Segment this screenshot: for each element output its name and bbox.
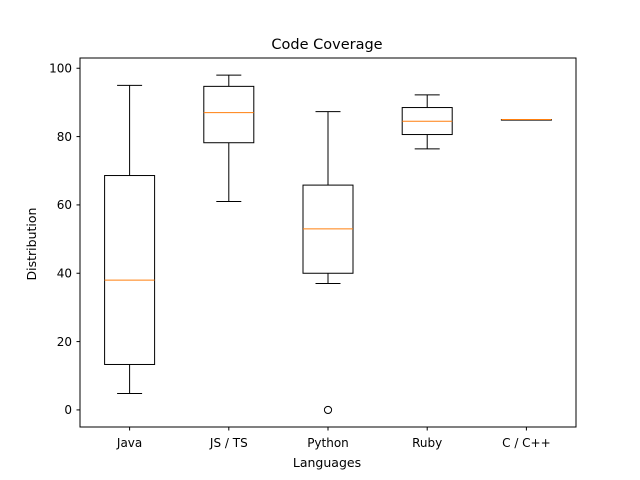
outlier-point <box>323 405 333 415</box>
x-tick-label: Java <box>116 436 142 450</box>
box <box>104 175 156 365</box>
y-tick-label: 40 <box>57 267 72 281</box>
y-axis-label: Distribution <box>24 208 39 281</box>
y-tick-label: 80 <box>57 130 72 144</box>
x-tick-label: Python <box>307 436 349 450</box>
chart-title: Code Coverage <box>271 37 382 53</box>
x-tick-label: JS / TS <box>209 436 248 450</box>
box <box>203 85 255 144</box>
x-tick-label: Ruby <box>412 436 442 450</box>
x-axis-label: Languages <box>293 455 361 470</box>
plot-area: 0 20 40 60 80 100 Java JS / TS Python Ruby C / C++ <box>49 57 577 450</box>
y-tick-label: 60 <box>57 198 72 212</box>
y-tick-label: 20 <box>57 335 72 349</box>
x-tick-label: C / C++ <box>502 436 551 450</box>
y-tick-label: 100 <box>49 62 72 76</box>
y-tick-label: 0 <box>64 403 72 417</box>
